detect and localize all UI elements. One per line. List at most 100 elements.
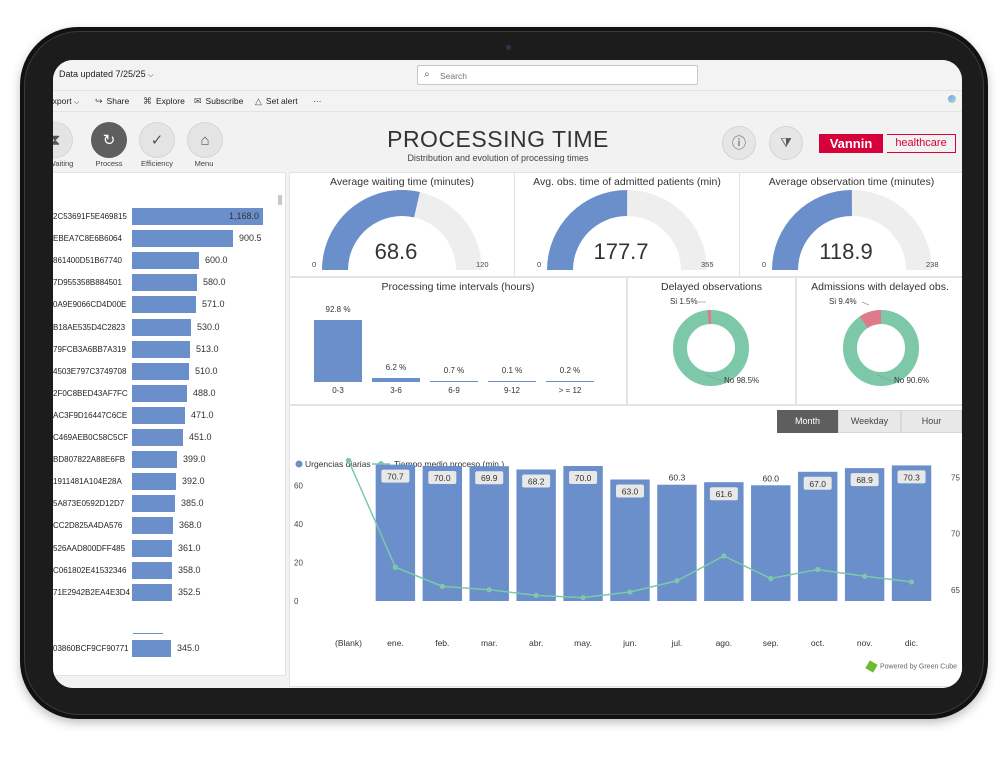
donut-panel-delayed: Delayed observations Si 1.5% No 98.5% [627,277,796,405]
share-button[interactable]: ↪ Share [95,96,129,107]
donut-no-label: No 98.5% [724,376,760,385]
x-tick-label: may. [574,638,592,648]
line-point [721,553,727,559]
export-button[interactable]: Export ⌵ [53,96,79,107]
set-alert-label: Set alert [265,96,298,106]
clear-filters-button[interactable]: ⧩ [769,126,803,160]
info-button[interactable]: ⓘ [722,126,756,160]
nav-waiting-button[interactable]: ⧗ [53,122,73,158]
patient-row[interactable]: 71E2942B2EA4E3D4 352.5 [53,583,283,602]
donut-title: Delayed observations [661,281,762,293]
patient-row[interactable]: 861400D51B67740 600.0 [53,252,283,270]
patient-row[interactable]: 0A9E9066CD4D00E 571.0 [53,296,283,314]
patient-bar [132,406,185,424]
patient-value: 571.0 [202,299,225,310]
x-tick-label: sep. [763,638,779,648]
y2-tick-label: 65 [951,586,960,595]
line-point [674,578,680,584]
data-updated-dropdown[interactable]: Data updated 7/25/25 ⌵ [59,69,153,80]
data-label-box [897,470,926,484]
patient-row[interactable]: C469AEB0C58C5CF 451.0 [53,429,283,447]
patient-row[interactable]: 7D955358B884501 580.0 [53,274,283,292]
legend-line-label: Tiempo medio proceso (min.) [394,459,504,469]
copilot-icon[interactable] [948,95,956,103]
data-label-box [850,473,879,487]
filter-clear-icon: ⧩ [780,135,792,150]
gauge-max: 355 [701,260,714,269]
patient-id: C061802E41532346 [53,565,127,575]
page-title: PROCESSING TIME [387,126,609,152]
nav-process-label: Process [95,159,123,168]
patient-row[interactable]: EBEA7C8E6B6064 900.5 [53,230,283,248]
patient-row[interactable]: CC2D825A4DA576 368.0 [53,517,283,535]
patient-list-panel: 2C53691F5E469815 1,168.0 EBEA7C8E6B6064 900… [53,172,286,676]
month-bar [516,469,556,601]
info-icon: ⓘ [732,135,746,151]
interval-bar [314,320,362,382]
patient-row[interactable]: AC3F9D16447C6CE 471.0 [53,406,283,425]
scrollbar-thumb[interactable] [278,195,282,205]
nav-menu-label: Menu [194,159,214,168]
leader-line [861,301,870,306]
set-alert-button[interactable]: △ Set alert [255,96,298,107]
subscribe-button[interactable]: ✉ Subscribe [194,96,243,107]
gauge-chart [547,190,707,270]
gauge-value: 118.9 [819,239,873,264]
month-bar [563,466,603,601]
more-options-button[interactable]: ··· [313,96,322,106]
patient-value: 399.0 [183,454,206,465]
patient-value: 488.0 [193,387,216,398]
search-icon: ⌕ [424,69,430,80]
patient-row[interactable]: BD807822A88E6FB 399.0 [53,451,283,469]
patient-row[interactable]: C061802E41532346 358.0 [53,561,283,580]
data-label-box [616,484,644,498]
powered-by-label: Powered by Green Cube [880,663,958,671]
top-bar: Data updated 7/25/25 ⌵ ⌕ [53,60,962,91]
patient-value: 580.0 [203,277,226,288]
patient-row[interactable]: B18AE535D4C2823 530.0 [53,318,283,337]
patient-bar [132,362,189,380]
tab-hour[interactable]: Hour [901,410,962,433]
nav-process-button[interactable]: ↻ [91,122,127,158]
patient-id: 4503E797C3749708 [53,366,127,376]
x-tick-label: ene. [387,638,404,648]
nav-efficiency-button[interactable]: ✓ [139,122,175,158]
patient-value: 1,168.0 [229,211,260,221]
tab-weekday[interactable]: Weekday [838,410,901,433]
patient-row[interactable]: 2F0C8BED43AF7FC 488.0 [53,384,283,403]
logo-brand: Vannin [819,134,883,153]
patient-row[interactable]: 526AAD800DFF485 361.0 [53,539,283,558]
patient-row[interactable]: 79FCB3A6BB7A319 513.0 [53,340,283,359]
intervals-panel: Processing time intervals (hours) 92.8 %… [289,277,627,405]
tab-month[interactable]: Month [777,410,838,433]
camera [506,45,511,50]
explore-button[interactable]: ⌘ Explore [143,96,185,107]
share-icon: ↪ [95,96,103,106]
patient-bar [132,340,190,358]
search-box[interactable]: ⌕ [417,65,698,85]
patient-row[interactable]: 03860BCF9CF90771 345.0 [53,640,283,658]
export-label: Export [53,96,72,106]
month-bar [704,482,744,601]
donut-yes-segment [842,310,919,386]
monthly-chart-panel: Month Weekday Hour Urgencias diarias Tiem… [289,405,962,687]
nav-menu-button[interactable]: ⌂ [187,122,223,158]
home-icon: ⌂ [200,131,210,149]
list-divider [133,633,163,634]
report-canvas: ⧗ Waiting ↻ Process ✓ Efficiency ⌂ Menu … [53,112,962,688]
patient-row[interactable]: 2C53691F5E469815 1,168.0 [53,208,283,226]
logo-sub: healthcare [887,134,956,153]
patient-value: 900.5 [239,233,262,244]
nav-efficiency-label: Efficiency [141,159,173,168]
x-tick-label: dic. [905,638,918,648]
patient-row[interactable]: 5A873E0592D12D7 385.0 [53,495,283,513]
patient-row[interactable]: 4503E797C3749708 510.0 [53,362,283,381]
data-label-box [475,471,504,485]
patient-bar [132,640,171,657]
month-bar [844,468,885,601]
search-input[interactable] [438,68,692,83]
x-tick-label: nov. [857,638,872,648]
bar-data-label: 70.3 [903,472,920,482]
patient-row[interactable]: 1911481A104E28A 392.0 [53,473,283,491]
line-point [533,592,539,598]
